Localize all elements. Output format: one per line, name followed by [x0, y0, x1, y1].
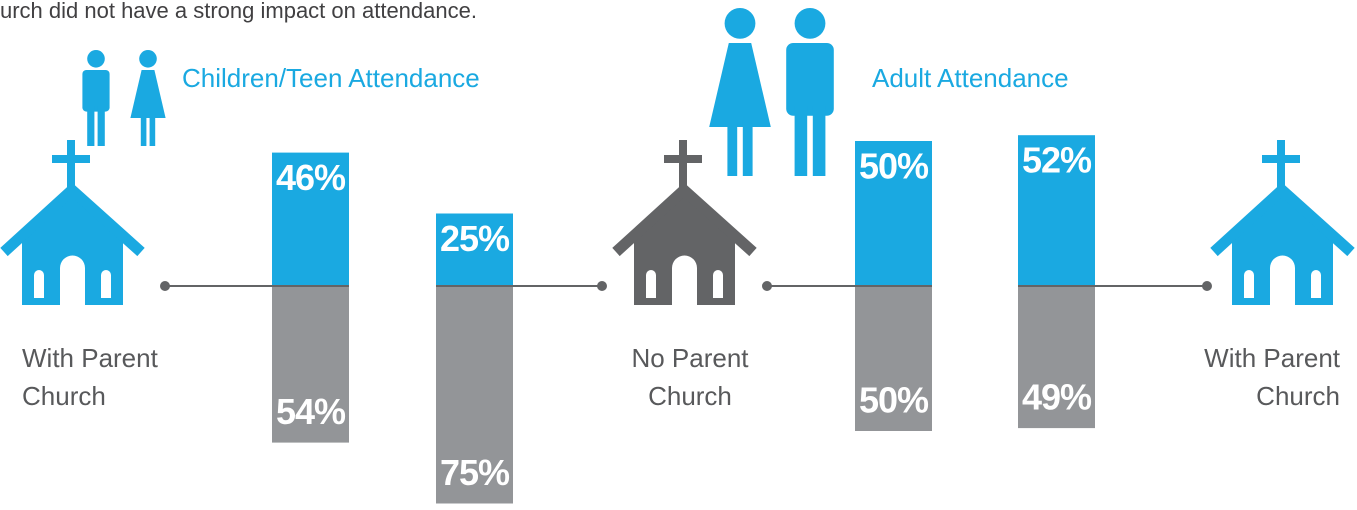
value-label: 50% — [859, 146, 929, 187]
group-title: Children/Teen Attendance — [182, 63, 480, 93]
girl-icon — [130, 50, 166, 146]
church-caption: Church — [648, 381, 732, 411]
church-caption: With Parent — [1204, 343, 1341, 373]
woman-icon — [709, 8, 771, 176]
church-caption: Church — [22, 381, 106, 411]
value-label: 52% — [1022, 140, 1092, 181]
bar — [436, 213, 513, 286]
value-label: 25% — [440, 218, 510, 259]
intro-text: urch did not have a strong impact on att… — [0, 0, 477, 23]
bar — [855, 286, 932, 431]
church-caption: Church — [1256, 381, 1340, 411]
connectors — [160, 281, 1212, 291]
value-label: 50% — [859, 380, 929, 421]
man-icon — [786, 8, 834, 176]
value-label: 75% — [440, 452, 510, 493]
church-caption: With Parent — [22, 343, 159, 373]
boy-icon — [82, 50, 110, 146]
bar — [855, 141, 932, 286]
bar — [272, 286, 349, 443]
bar — [436, 286, 513, 504]
value-label: 46% — [276, 157, 346, 198]
church-icon — [1214, 140, 1351, 305]
bar — [272, 152, 349, 286]
church-icon — [4, 140, 141, 305]
bar — [1018, 286, 1095, 429]
church-caption: No Parent — [631, 343, 749, 373]
bar — [1018, 135, 1095, 286]
group-title: Adult Attendance — [872, 63, 1069, 93]
value-label: 54% — [276, 391, 346, 432]
value-label: 49% — [1022, 377, 1092, 418]
